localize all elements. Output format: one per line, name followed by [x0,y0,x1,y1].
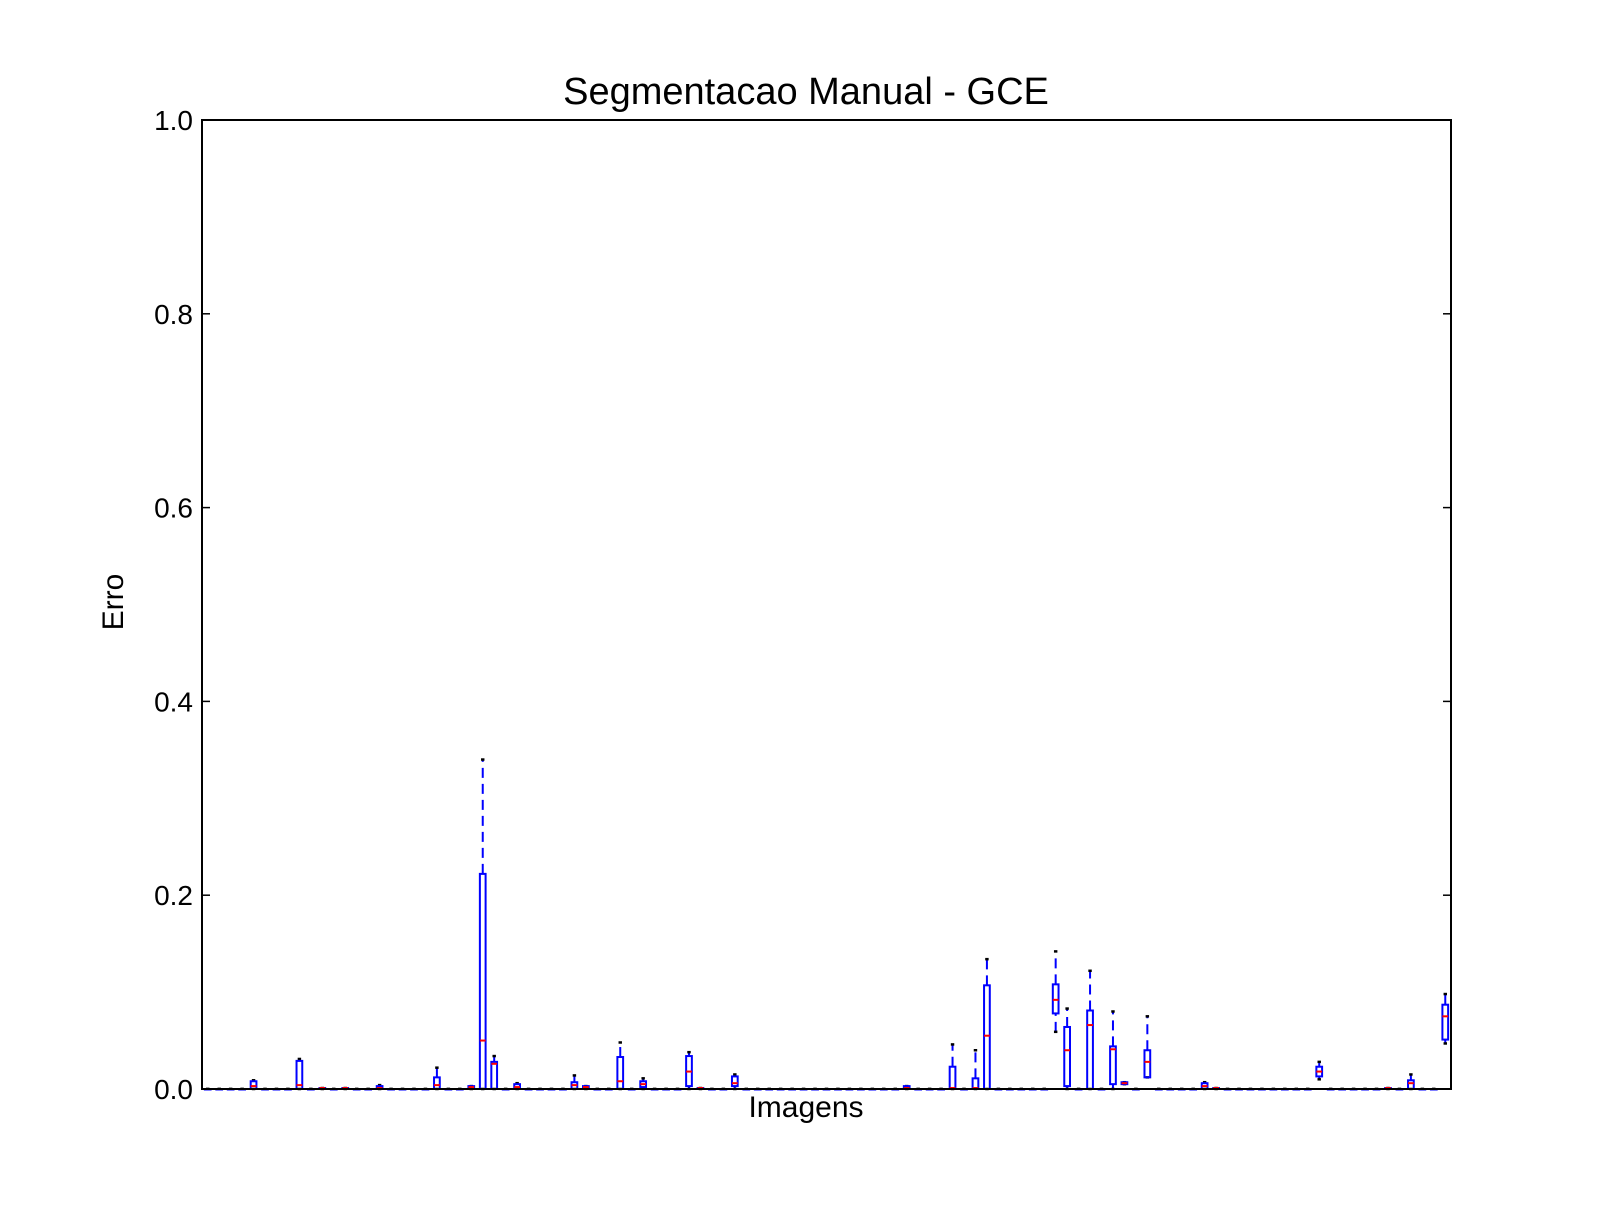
box-108 [1441,992,1450,1045]
box-105 [1407,1073,1415,1091]
box-body [1143,1049,1152,1079]
x-axis-label: Imagens [748,1091,863,1124]
y-axis-label: Erro [97,574,130,631]
box-body [948,1065,957,1091]
y-tick-label: 0.2 [154,880,193,911]
y-tick-label: 0.0 [154,1074,193,1105]
box-body [1407,1079,1415,1091]
box-77 [1086,969,1094,1091]
box-body [1441,1003,1450,1041]
box-body [1086,1009,1094,1090]
box-74 [1051,950,1060,1034]
box-body [983,984,991,1091]
box-32 [570,1074,579,1091]
y-tick-label: 1.0 [154,105,193,136]
box-20 [433,1066,441,1091]
box-87 [1200,1080,1209,1091]
box-24 [478,758,487,1091]
box-body [490,1060,499,1091]
box-75 [1063,1007,1071,1091]
box-42 [685,1050,693,1091]
box-25 [490,1054,499,1091]
box-46 [730,1073,739,1091]
box-body [1109,1045,1117,1086]
box-body [730,1075,739,1088]
y-tick-label: 0.6 [154,493,193,524]
box-67 [971,1048,980,1091]
box-80 [1120,1080,1129,1086]
box-body [616,1056,625,1090]
box-body [433,1076,441,1090]
y-axis-ticks: 0.0 0.2 0.4 0.6 0.8 1.0 [154,105,1451,1105]
box-4 [249,1079,258,1091]
box-body [1063,1025,1071,1088]
y-tick-label: 0.8 [154,299,193,330]
box-68 [983,957,991,1091]
box-body [478,872,487,1091]
box-38 [639,1077,648,1091]
box-8 [295,1057,304,1091]
box-36 [616,1041,625,1091]
plot-frame [201,119,1452,1090]
plot-marks [203,758,1450,1091]
y-tick-label: 0.4 [154,686,193,717]
box-65 [948,1043,957,1091]
box-97 [1315,1060,1324,1081]
box-79 [1109,1010,1117,1091]
box-82 [1143,1015,1152,1079]
chart-title: Segmentacao Manual - GCE [563,71,1049,113]
